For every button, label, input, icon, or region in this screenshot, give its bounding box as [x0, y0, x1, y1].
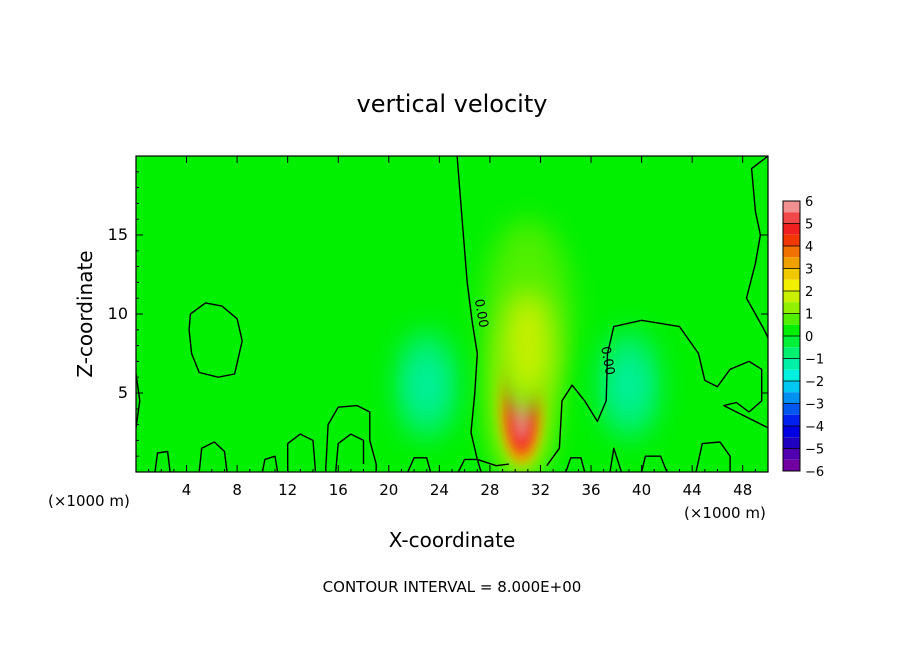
x-tick-label: 36 — [581, 481, 600, 499]
zero-contour-line — [457, 458, 482, 472]
colorbar-label: 4 — [805, 240, 813, 255]
x-tick-label: 32 — [531, 481, 550, 499]
colorbar-label: 1 — [805, 308, 813, 323]
x-tick-label: 8 — [232, 481, 242, 499]
x-tick-label: 24 — [430, 481, 449, 499]
x-axis-ticks: 4 8 12 16 20 24 28 32 36 40 44 48 — [148, 156, 756, 499]
zero-contours — [136, 156, 768, 472]
colorbar-label: −1 — [805, 353, 824, 368]
colorbar-label: −5 — [805, 443, 824, 458]
colorbar-label: 0 — [805, 330, 813, 345]
zero-contour-line — [154, 450, 171, 472]
zero-contour-line — [136, 373, 141, 428]
colorbar-band — [783, 268, 800, 280]
colorbar-band — [783, 414, 800, 426]
colorbar-band — [783, 291, 800, 303]
x-tick-label: 40 — [632, 481, 651, 499]
colorbar-label: 3 — [805, 263, 813, 278]
colorbar-label: 2 — [805, 285, 813, 300]
colorbar: 6 5 4 3 2 1 0 −1 −2 −3 −4 −5 −6 — [782, 195, 824, 480]
zero-contour-line — [609, 447, 623, 472]
colorbar-band — [783, 459, 800, 471]
zero-contour-line — [565, 457, 586, 472]
colorbar-label: −3 — [805, 398, 824, 413]
colorbar-band — [783, 369, 800, 381]
colorbar-label: −2 — [805, 375, 824, 390]
colorbar-label: 5 — [805, 218, 813, 233]
contour-labels: 0.00 0.00 — [471, 298, 617, 377]
colorbar-band — [783, 201, 800, 213]
x-tick-label: 4 — [182, 481, 192, 499]
zero-contour-line — [456, 156, 509, 467]
zero-contour-line — [640, 455, 668, 472]
colorbar-band — [783, 279, 800, 291]
zero-contour-line — [324, 404, 377, 472]
y-tick-label: 5 — [118, 383, 128, 402]
colorbar-band — [783, 257, 800, 269]
zero-contour-line — [188, 302, 243, 378]
plot-area — [136, 156, 768, 472]
x-tick-label: 20 — [379, 481, 398, 499]
zero-contour-line — [198, 441, 228, 472]
velocity-field — [395, 219, 661, 472]
colorbar-band — [783, 223, 800, 235]
colorbar-band — [783, 437, 800, 449]
contour-interval-footer: CONTOUR INTERVAL = 8.000E+00 — [323, 578, 582, 596]
colorbar-band — [783, 313, 800, 325]
zero-contour-line — [745, 156, 768, 339]
colorbar-band — [783, 246, 800, 258]
colorbar-labels: 6 5 4 3 2 1 0 −1 −2 −3 −4 −5 −6 — [783, 195, 824, 480]
colorbar-band — [783, 212, 800, 224]
colorbar-band — [783, 392, 800, 404]
colorbar-label: −4 — [805, 420, 824, 435]
colorbar-band — [783, 336, 800, 348]
colorbar-band — [783, 448, 800, 460]
x-tick-label: 16 — [329, 481, 348, 499]
y-tick-label: 15 — [108, 225, 128, 244]
colorbar-bands — [783, 201, 800, 471]
weak-updraft — [502, 290, 554, 401]
x-tick-label: 48 — [733, 481, 752, 499]
colorbar-band — [783, 302, 800, 314]
zero-contour-line — [407, 457, 432, 472]
x-units-left: (×1000 m) — [48, 492, 130, 510]
y-axis-ticks: 5 10 15 — [108, 171, 768, 457]
contour-label: 0.00 — [471, 298, 491, 329]
colorbar-band — [783, 234, 800, 246]
x-tick-label: 28 — [480, 481, 499, 499]
zero-contour-line — [287, 433, 317, 472]
y-tick-label: 10 — [108, 304, 128, 323]
x-units-right: (×1000 m) — [684, 504, 766, 522]
zero-contour-line — [695, 441, 731, 472]
colorbar-band — [783, 358, 800, 370]
zero-contour-line — [335, 433, 365, 472]
zero-contour-line — [546, 319, 768, 467]
plot-background — [136, 156, 768, 472]
contour-label: 0.00 — [597, 345, 617, 376]
x-tick-label: 44 — [683, 481, 702, 499]
colorbar-band — [783, 324, 800, 336]
chart-title: vertical velocity — [357, 90, 548, 118]
colorbar-label: −6 — [805, 465, 824, 480]
colorbar-label: 6 — [805, 195, 813, 210]
zero-contour-line — [261, 455, 279, 472]
x-axis-label: X-coordinate — [389, 528, 516, 552]
y-axis-label: Z-coordinate — [73, 250, 97, 377]
weak-downdraft — [411, 356, 442, 414]
colorbar-band — [783, 403, 800, 415]
colorbar-band — [783, 347, 800, 359]
colorbar-band — [783, 426, 800, 438]
weak-downdraft — [613, 356, 645, 414]
colorbar-band — [783, 381, 800, 393]
x-tick-label: 12 — [278, 481, 297, 499]
